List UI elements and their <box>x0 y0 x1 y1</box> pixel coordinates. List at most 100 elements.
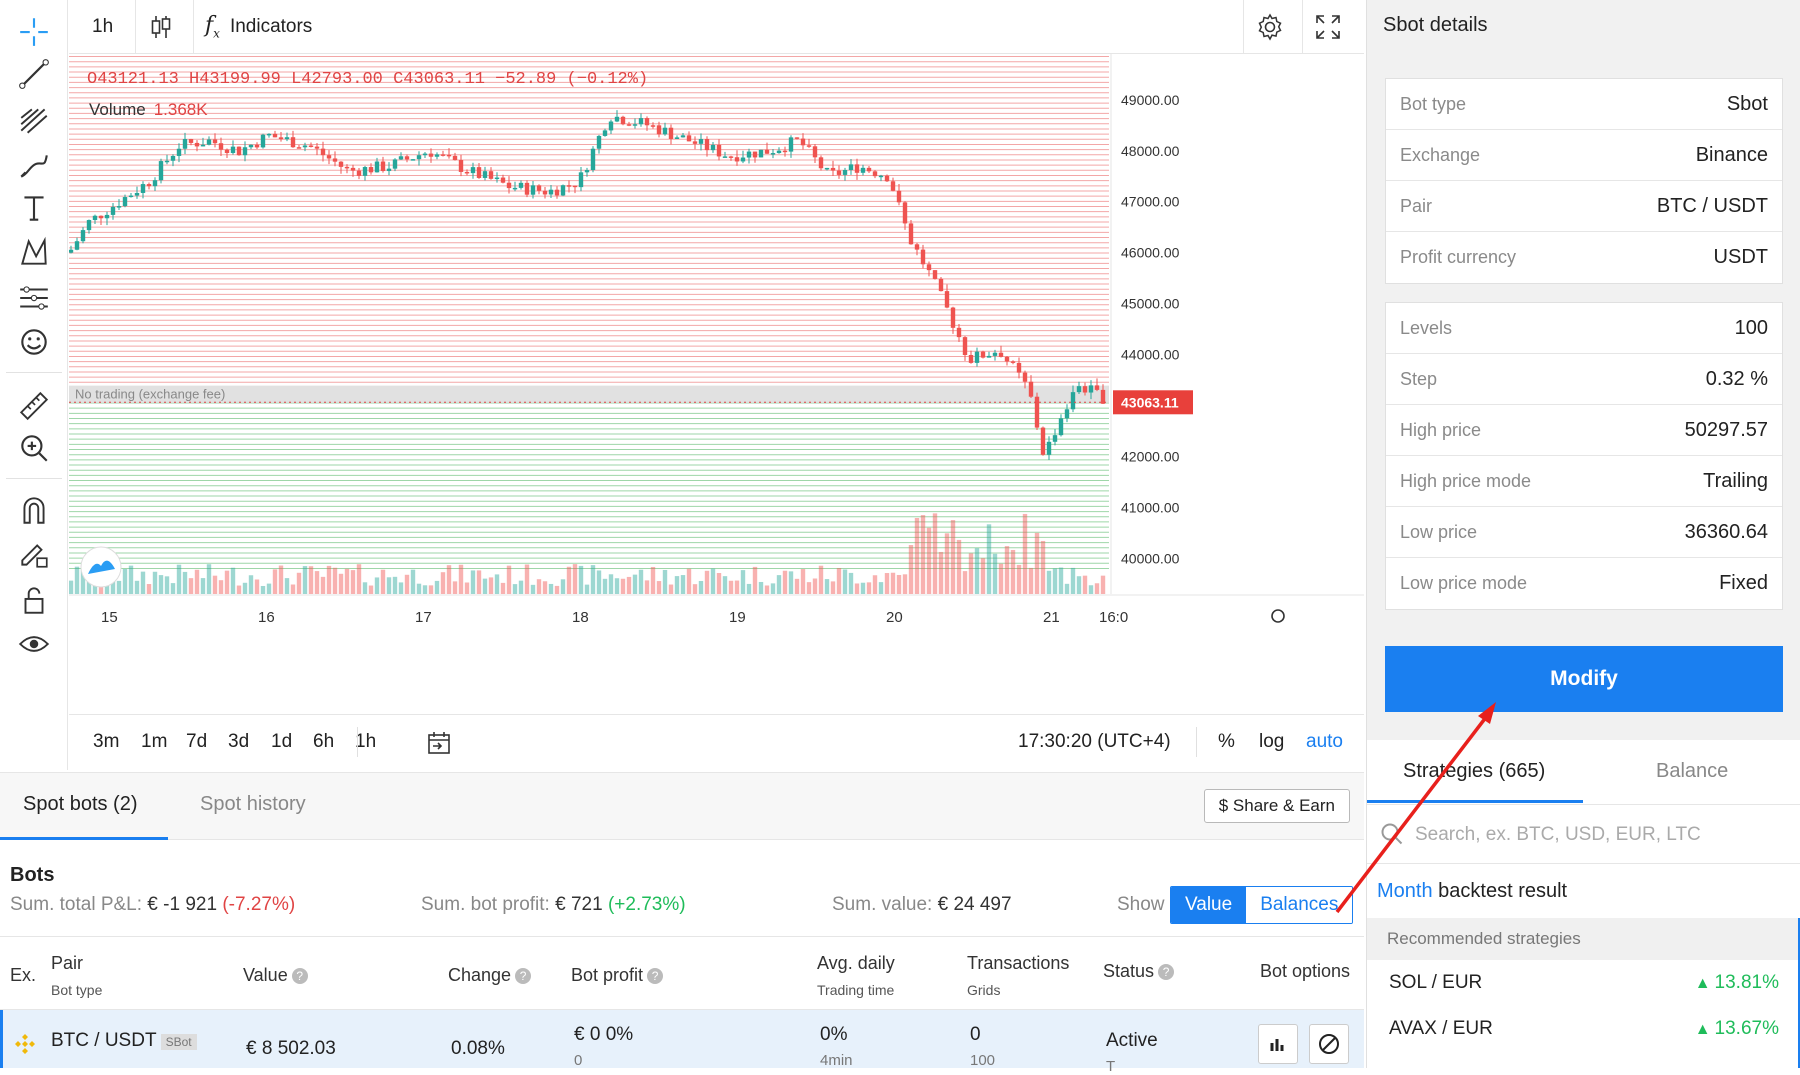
modify-button[interactable]: Modify <box>1385 646 1783 712</box>
volume-bar <box>236 585 242 594</box>
candle-body <box>668 127 674 139</box>
strategy-pair: AVAX / EUR <box>1389 1018 1493 1039</box>
divider <box>193 0 194 54</box>
volume-bar <box>668 584 674 594</box>
tab-spot-bots[interactable]: Spot bots (2) <box>23 793 138 815</box>
timeframe-1h[interactable]: 1h <box>355 731 377 752</box>
show-balances-button[interactable]: Balances <box>1246 887 1353 923</box>
col-transactions[interactable]: Transactions Grids <box>967 953 1069 998</box>
date-range-icon[interactable] <box>425 729 453 762</box>
volume-bar <box>980 558 986 594</box>
detail-value: 50297.57 <box>1684 418 1768 441</box>
volume-bar <box>608 574 614 594</box>
col-status[interactable]: Status? <box>1103 961 1175 982</box>
timeframe-6h[interactable]: 6h <box>313 731 335 752</box>
text-icon[interactable] <box>12 186 56 230</box>
help-icon[interactable]: ? <box>515 968 532 985</box>
candle-body <box>782 150 788 153</box>
volume-bar <box>578 565 584 594</box>
candle-body <box>842 170 848 175</box>
timeframe-3m[interactable]: 3m <box>93 731 120 752</box>
scrollbar[interactable] <box>1798 918 1800 1068</box>
detail-row: Bot type Sbot <box>1386 79 1782 130</box>
candle-body <box>1052 435 1058 442</box>
volume-bar <box>656 581 662 594</box>
tab-strategies[interactable]: Strategies (665) <box>1403 760 1546 782</box>
crosshair-icon[interactable] <box>12 10 56 54</box>
emoji-icon[interactable] <box>12 320 56 364</box>
price-tick-label: 49000.00 <box>1121 92 1180 108</box>
timeframe-1m[interactable]: 1m <box>141 731 168 752</box>
volume-bar <box>1052 568 1058 594</box>
fib-icon[interactable] <box>12 98 56 142</box>
volume-bar <box>344 568 350 594</box>
search-input[interactable] <box>1415 817 1785 853</box>
row-status-value: Active <box>1106 1030 1158 1051</box>
candle-body <box>416 155 422 160</box>
backtest-period-selector[interactable]: Month <box>1377 880 1433 902</box>
volume-bar <box>1004 546 1010 594</box>
volume-bar <box>350 570 356 594</box>
strategy-item[interactable]: SOL / EUR ▲ 13.81% <box>1367 960 1800 1006</box>
bot-stats-button[interactable] <box>1258 1024 1298 1064</box>
log-scale-toggle[interactable]: log <box>1259 731 1285 752</box>
volume-bar <box>296 572 302 594</box>
trend-line-icon[interactable] <box>12 52 56 96</box>
measure-lines-icon[interactable] <box>12 276 56 320</box>
tab-spot-history[interactable]: Spot history <box>200 793 306 815</box>
timeframe-3d[interactable]: 3d <box>228 731 250 752</box>
timeframe-1d[interactable]: 1d <box>271 731 293 752</box>
volume-bar <box>506 565 512 594</box>
volume-bar <box>878 582 884 594</box>
percent-scale-toggle[interactable]: % <box>1218 731 1235 752</box>
candle-body <box>410 159 416 161</box>
detail-row: Low price 36360.64 <box>1386 507 1782 558</box>
col-pair[interactable]: Pair Bot type <box>51 953 102 998</box>
chart-canvas[interactable]: No trading (exchange fee) 49000.00 48000.0… <box>69 54 1364 714</box>
col-avg-daily[interactable]: Avg. daily Trading time <box>817 953 895 998</box>
fullscreen-icon[interactable] <box>1314 0 1342 54</box>
volume-label: Volume <box>89 100 146 119</box>
share-earn-button[interactable]: $ Share & Earn <box>1203 789 1350 823</box>
candle-body <box>74 241 80 250</box>
interval-button[interactable]: 1h <box>92 16 114 37</box>
candle-body <box>662 127 668 135</box>
strategy-item[interactable]: AVAX / EUR ▲ 13.67% <box>1367 1006 1800 1052</box>
candle-body <box>1040 427 1046 455</box>
col-bot-profit[interactable]: Bot profit? <box>571 965 664 986</box>
candle-body <box>578 172 584 188</box>
volume-bar <box>680 575 686 594</box>
magnet-icon[interactable] <box>12 488 56 532</box>
candle-body <box>638 118 644 125</box>
sum-value: Sum. value: € 24 497 <box>832 894 1012 916</box>
auto-scale-toggle[interactable]: auto <box>1306 731 1343 752</box>
help-icon[interactable]: ? <box>1158 964 1175 981</box>
volume-bar <box>200 578 206 594</box>
candle-body <box>1004 356 1010 362</box>
brush-icon[interactable] <box>12 144 56 188</box>
help-icon[interactable]: ? <box>647 968 664 985</box>
settings-gear-icon[interactable] <box>1255 0 1285 54</box>
tab-balance[interactable]: Balance <box>1656 760 1729 782</box>
price-chart[interactable]: No trading (exchange fee) 49000.00 48000.0… <box>69 54 1364 714</box>
col-change[interactable]: Change? <box>448 965 532 986</box>
eye-icon[interactable] <box>12 622 56 666</box>
lock-drawing-icon[interactable] <box>12 532 56 576</box>
help-icon[interactable]: ? <box>291 968 308 985</box>
pattern-icon[interactable] <box>12 230 56 274</box>
candle-body <box>998 352 1004 357</box>
indicators-button[interactable]: fx Indicators <box>205 0 312 54</box>
ruler-icon[interactable] <box>12 384 56 428</box>
show-value-button[interactable]: Value <box>1171 887 1247 923</box>
volume-bar <box>566 566 572 594</box>
unlock-icon[interactable] <box>12 578 56 622</box>
volume-bar <box>524 564 530 594</box>
candle-body <box>938 278 944 292</box>
table-row[interactable]: BTC / USDT SBot € 8 502.03 0.08% € 0 0% 0 … <box>0 1010 1364 1075</box>
timeframe-7d[interactable]: 7d <box>186 731 208 752</box>
volume-bar <box>1034 532 1040 594</box>
col-value[interactable]: Value? <box>243 965 308 986</box>
zoom-in-icon[interactable] <box>12 426 56 470</box>
candle-type-icon[interactable] <box>147 0 175 54</box>
stop-bot-button[interactable] <box>1309 1024 1349 1064</box>
